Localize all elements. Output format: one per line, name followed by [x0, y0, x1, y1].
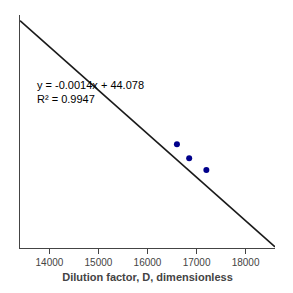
svg-text:18000: 18000 [232, 257, 260, 268]
svg-text:15000: 15000 [85, 257, 113, 268]
svg-text:14000: 14000 [36, 257, 64, 268]
svg-text:16000: 16000 [134, 257, 162, 268]
svg-text:Dilution factor, D, dimensionl: Dilution factor, D, dimensionless [62, 271, 233, 283]
svg-text:17000: 17000 [183, 257, 211, 268]
svg-text:y = -0.0014x + 44.078R² = 0.99: y = -0.0014x + 44.078R² = 0.9947 [37, 79, 144, 105]
